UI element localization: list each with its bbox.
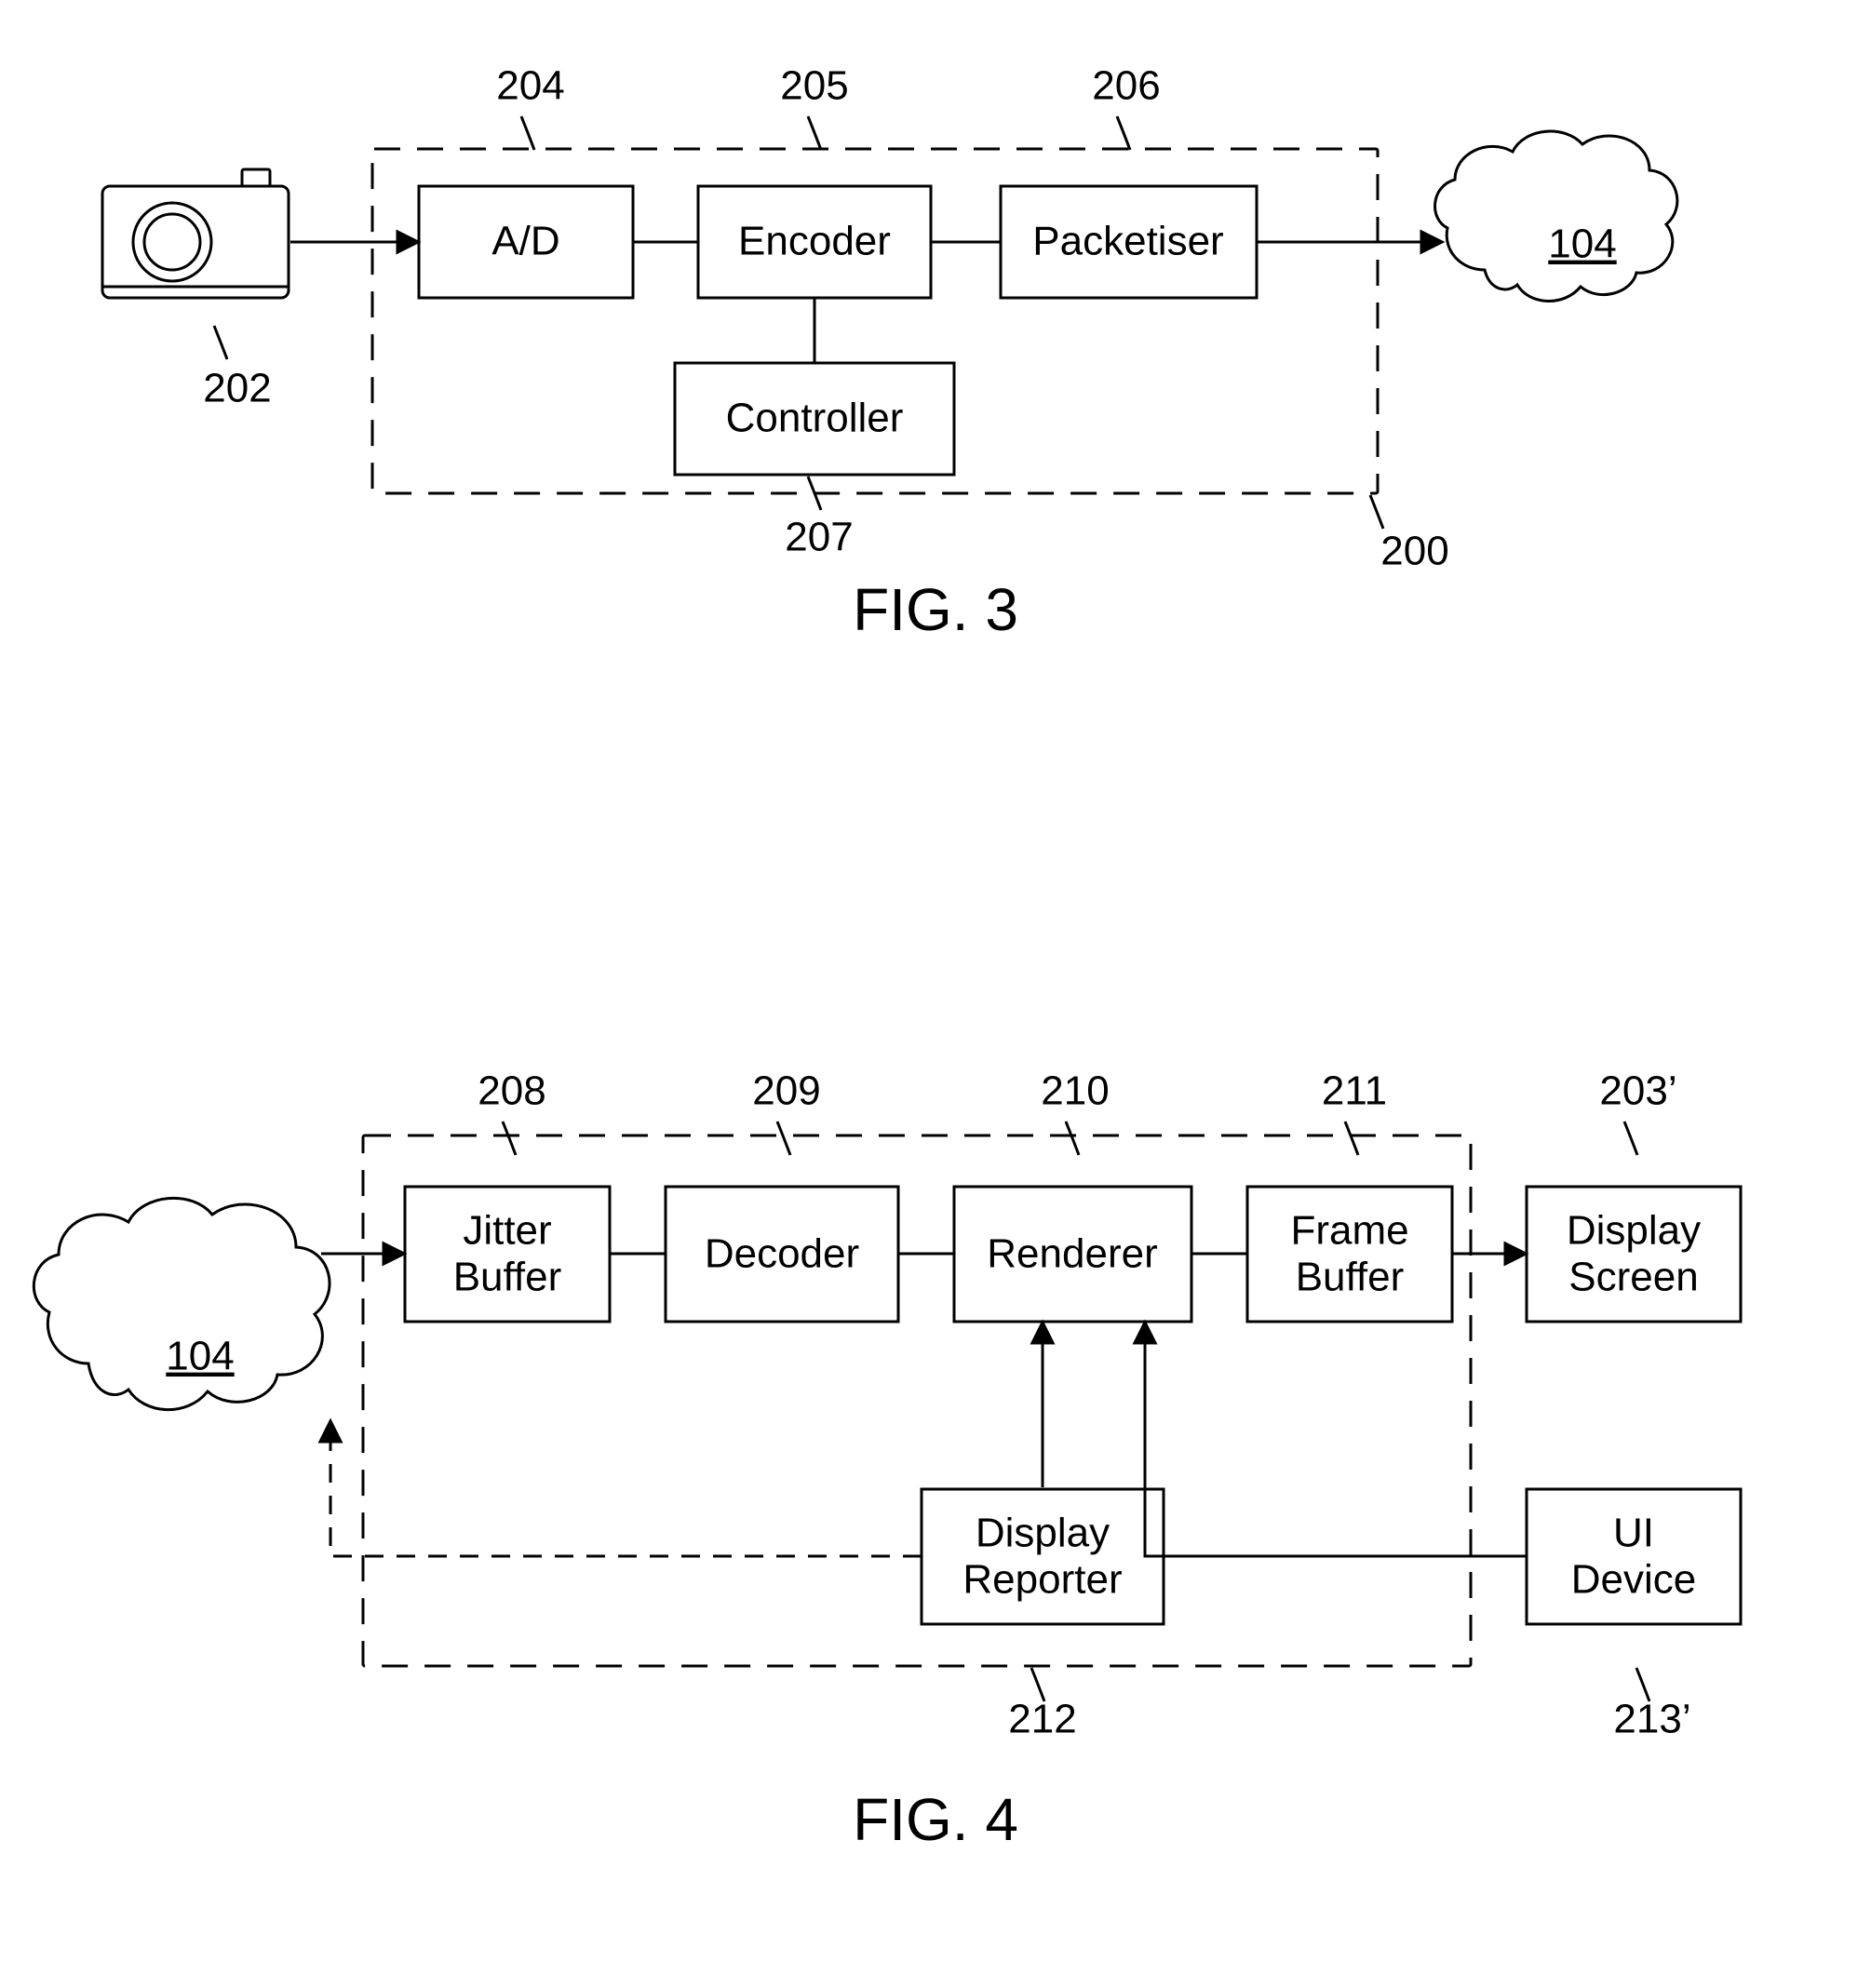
tick-200	[1370, 495, 1383, 529]
label-ad: A/D	[491, 219, 559, 264]
ref-208: 208	[478, 1068, 545, 1114]
cloud-fig3-ref: 104	[1548, 222, 1616, 267]
ref-207: 207	[785, 515, 853, 560]
tick-210	[1066, 1122, 1079, 1155]
tick-209	[777, 1122, 790, 1155]
camera-icon	[102, 169, 289, 298]
label-frame-2: Buffer	[1296, 1255, 1405, 1300]
label-controller: Controller	[726, 396, 904, 441]
label-frame-1: Frame	[1290, 1208, 1408, 1254]
ref-206: 206	[1092, 63, 1160, 109]
label-decoder: Decoder	[705, 1231, 859, 1277]
tick-211	[1345, 1122, 1358, 1155]
ref-209: 209	[752, 1068, 820, 1114]
fig4-title: FIG. 4	[853, 1786, 1018, 1853]
cloud-fig3	[1435, 131, 1677, 301]
ref-205: 205	[780, 63, 848, 109]
ref-211: 211	[1322, 1068, 1387, 1114]
tick-204	[521, 116, 534, 150]
tick-203p	[1624, 1122, 1637, 1155]
tick-202	[214, 326, 227, 359]
label-jitter-1: Jitter	[463, 1208, 551, 1254]
tick-205	[808, 116, 821, 150]
fig3-title: FIG. 3	[853, 576, 1018, 643]
tick-208	[503, 1122, 516, 1155]
label-jitter-2: Buffer	[453, 1255, 562, 1300]
cloud-fig4-ref: 104	[166, 1334, 234, 1379]
label-packetiser: Packetiser	[1032, 219, 1223, 264]
ref-202: 202	[203, 366, 271, 411]
ref-212: 212	[1008, 1697, 1076, 1742]
ref-210: 210	[1041, 1068, 1109, 1114]
label-reporter-1: Display	[976, 1511, 1110, 1556]
ref-200: 200	[1380, 529, 1448, 574]
label-display-2: Screen	[1568, 1255, 1698, 1300]
arrow-reporter-cloud	[330, 1424, 922, 1556]
ref-204: 204	[496, 63, 564, 109]
ref-213p: 213’	[1613, 1697, 1690, 1742]
label-display-1: Display	[1567, 1208, 1701, 1254]
tick-206	[1117, 116, 1130, 150]
label-ui-2: Device	[1571, 1557, 1697, 1603]
label-encoder: Encoder	[738, 219, 891, 264]
label-renderer: Renderer	[987, 1231, 1157, 1277]
label-reporter-2: Reporter	[962, 1557, 1122, 1603]
label-ui-1: UI	[1613, 1511, 1654, 1556]
ref-203p: 203’	[1599, 1068, 1676, 1114]
